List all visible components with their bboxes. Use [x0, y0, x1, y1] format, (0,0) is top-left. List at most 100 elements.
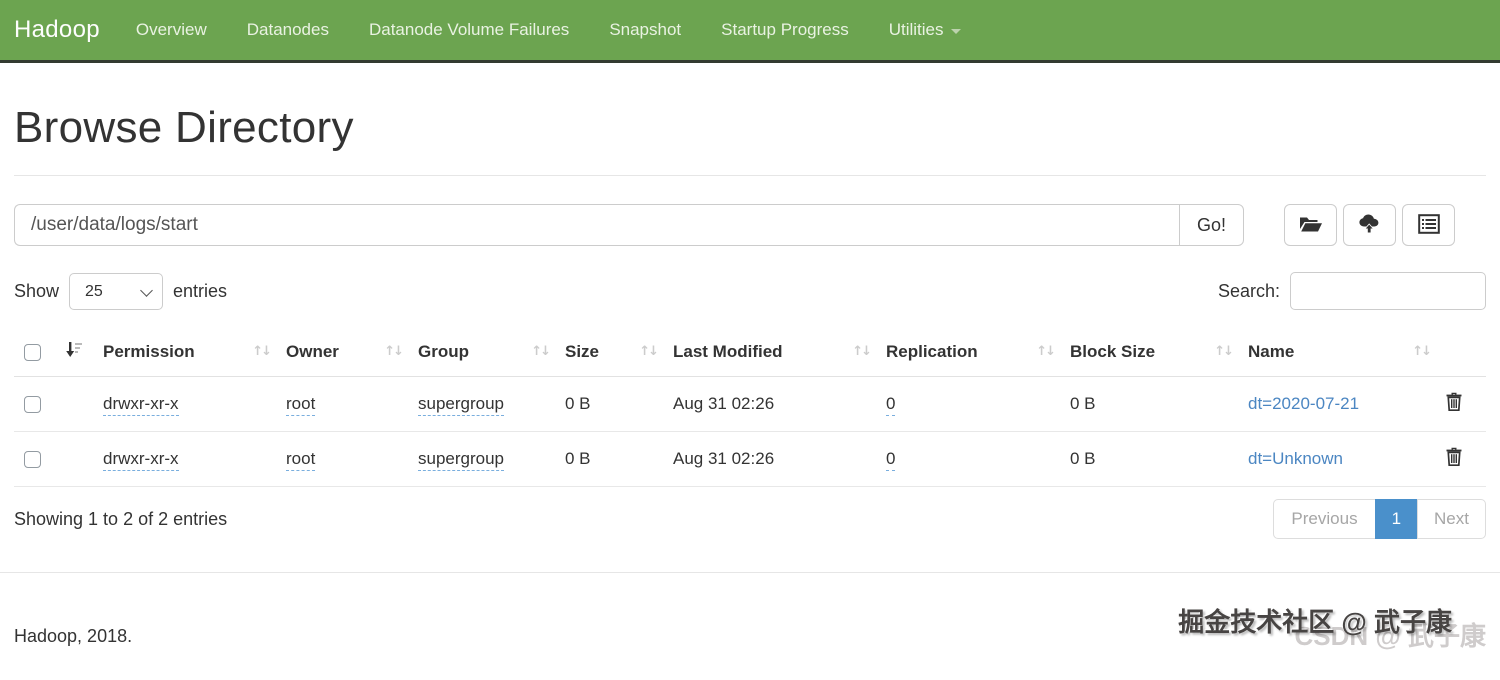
nav-startup-progress[interactable]: Startup Progress [721, 20, 849, 39]
last-modified-cell: Aug 31 02:26 [665, 376, 878, 432]
header-permission[interactable]: Permission ↑↓ [95, 328, 278, 377]
group-cell: supergroup [410, 376, 557, 432]
nav-utilities-label: Utilities [888, 20, 944, 39]
pagination-next[interactable]: Next [1417, 499, 1486, 539]
group-value[interactable]: supergroup [418, 449, 505, 471]
sort-both-icon: ↑↓ [1214, 344, 1234, 359]
top-navbar: Hadoop Overview Datanodes Datanode Volum… [0, 0, 1500, 63]
header-last-modified[interactable]: Last Modified ↑↓ [665, 328, 878, 377]
footer-text: Hadoop, 2018. [14, 626, 133, 646]
chevron-down-icon [950, 28, 961, 34]
permission-value[interactable]: drwxr-xr-x [103, 394, 179, 416]
pagination-page-1[interactable]: 1 [1374, 499, 1419, 539]
row-spacer-cell [58, 376, 95, 432]
cloud-upload-icon [1358, 214, 1382, 236]
page-size-select-wrap: 25 [69, 272, 164, 310]
block-size-cell: 0 B [1062, 376, 1240, 432]
folder-open-icon [1299, 215, 1323, 236]
watermark-text: 掘金技术社区 @ 武子康 [1178, 607, 1452, 637]
path-input-group: Go! [14, 204, 1244, 246]
footer-divider [0, 572, 1500, 573]
pagination-previous[interactable]: Previous [1273, 499, 1376, 539]
header-name[interactable]: Name ↑↓ [1240, 328, 1438, 377]
search-input[interactable] [1290, 272, 1486, 310]
nav-overview[interactable]: Overview [135, 20, 207, 39]
watermark: CSDN @ 武子康 掘金技术社区 @ 武子康 [1060, 601, 1486, 651]
table-row: drwxr-xr-x root supergroup 0 B Aug 31 02… [14, 431, 1486, 487]
owner-cell: root [278, 376, 410, 432]
nav-datanodes[interactable]: Datanodes [246, 20, 329, 39]
header-block-size-label: Block Size [1070, 342, 1156, 361]
table-footer: Showing 1 to 2 of 2 entries Previous 1 N… [14, 499, 1486, 539]
delete-button[interactable] [1446, 392, 1462, 412]
nav-datanode-volume-failures[interactable]: Datanode Volume Failures [368, 20, 570, 39]
page-title: Browse Directory [14, 103, 354, 152]
replication-value[interactable]: 0 [886, 449, 896, 471]
group-value[interactable]: supergroup [418, 394, 505, 416]
sort-amount-desc-icon [66, 342, 83, 362]
actions-cell [1438, 431, 1486, 487]
directory-path-input[interactable] [14, 204, 1179, 246]
delete-button[interactable] [1446, 447, 1462, 467]
permission-cell: drwxr-xr-x [95, 376, 278, 432]
sort-both-icon: ↑↓ [531, 344, 551, 359]
replication-value[interactable]: 0 [886, 394, 896, 416]
header-sort-indicator[interactable] [58, 328, 95, 377]
actions-cell [1438, 376, 1486, 432]
create-directory-button[interactable] [1284, 204, 1337, 246]
search-control: Search: [1218, 272, 1486, 310]
entries-info: Showing 1 to 2 of 2 entries [14, 508, 228, 529]
directory-action-buttons [1284, 204, 1455, 246]
sort-both-icon: ↑↓ [384, 344, 404, 359]
replication-cell: 0 [878, 376, 1062, 432]
directory-link[interactable]: dt=2020-07-21 [1248, 394, 1360, 413]
owner-value[interactable]: root [286, 394, 316, 416]
permission-value[interactable]: drwxr-xr-x [103, 449, 179, 471]
header-size[interactable]: Size ↑↓ [557, 328, 665, 377]
directory-table: Permission ↑↓ Owner ↑↓ Group ↑↓ Size ↑↓ … [14, 328, 1486, 487]
legend-toggle-button[interactable] [1402, 204, 1455, 246]
go-button[interactable]: Go! [1178, 204, 1244, 246]
header-size-label: Size [565, 342, 600, 361]
watermark-ghost-text: CSDN @ 武子康 [1294, 621, 1486, 651]
list-alt-icon [1417, 213, 1440, 237]
upload-files-button[interactable] [1343, 204, 1396, 246]
sort-both-icon: ↑↓ [252, 344, 272, 359]
header-owner-label: Owner [286, 342, 339, 361]
owner-value[interactable]: root [286, 449, 316, 471]
permission-cell: drwxr-xr-x [95, 431, 278, 487]
page-size-select[interactable]: 25 [69, 272, 164, 310]
nav-snapshot[interactable]: Snapshot [609, 20, 682, 39]
pagination: Previous 1 Next [1273, 499, 1486, 539]
nav-utilities-dropdown[interactable]: Utilities [869, 0, 981, 60]
row-checkbox[interactable] [24, 451, 41, 469]
row-spacer-cell [58, 431, 95, 487]
row-checkbox[interactable] [24, 396, 41, 414]
brand-hadoop[interactable]: Hadoop [14, 16, 100, 43]
select-all-checkbox[interactable] [24, 344, 41, 362]
header-permission-label: Permission [103, 342, 195, 361]
header-block-size[interactable]: Block Size ↑↓ [1062, 328, 1240, 377]
sort-both-icon: ↑↓ [1036, 344, 1056, 359]
size-cell: 0 B [557, 376, 665, 432]
sort-both-icon: ↑↓ [852, 344, 872, 359]
name-cell: dt=Unknown [1240, 431, 1438, 487]
header-owner[interactable]: Owner ↑↓ [278, 328, 410, 377]
size-cell: 0 B [557, 431, 665, 487]
header-group[interactable]: Group ↑↓ [410, 328, 557, 377]
header-select-all [14, 328, 58, 377]
name-cell: dt=2020-07-21 [1240, 376, 1438, 432]
entries-label: entries [173, 280, 228, 301]
page-length-control: Show 25 entries [14, 272, 228, 310]
replication-cell: 0 [878, 431, 1062, 487]
header-group-label: Group [418, 342, 469, 361]
header-name-label: Name [1248, 342, 1295, 361]
table-row: drwxr-xr-x root supergroup 0 B Aug 31 02… [14, 376, 1486, 432]
search-label: Search: [1217, 280, 1280, 301]
directory-link[interactable]: dt=Unknown [1248, 449, 1343, 468]
header-replication-label: Replication [886, 342, 978, 361]
row-select-cell [14, 431, 58, 487]
title-divider [14, 175, 1486, 176]
header-replication[interactable]: Replication ↑↓ [878, 328, 1062, 377]
block-size-cell: 0 B [1062, 431, 1240, 487]
